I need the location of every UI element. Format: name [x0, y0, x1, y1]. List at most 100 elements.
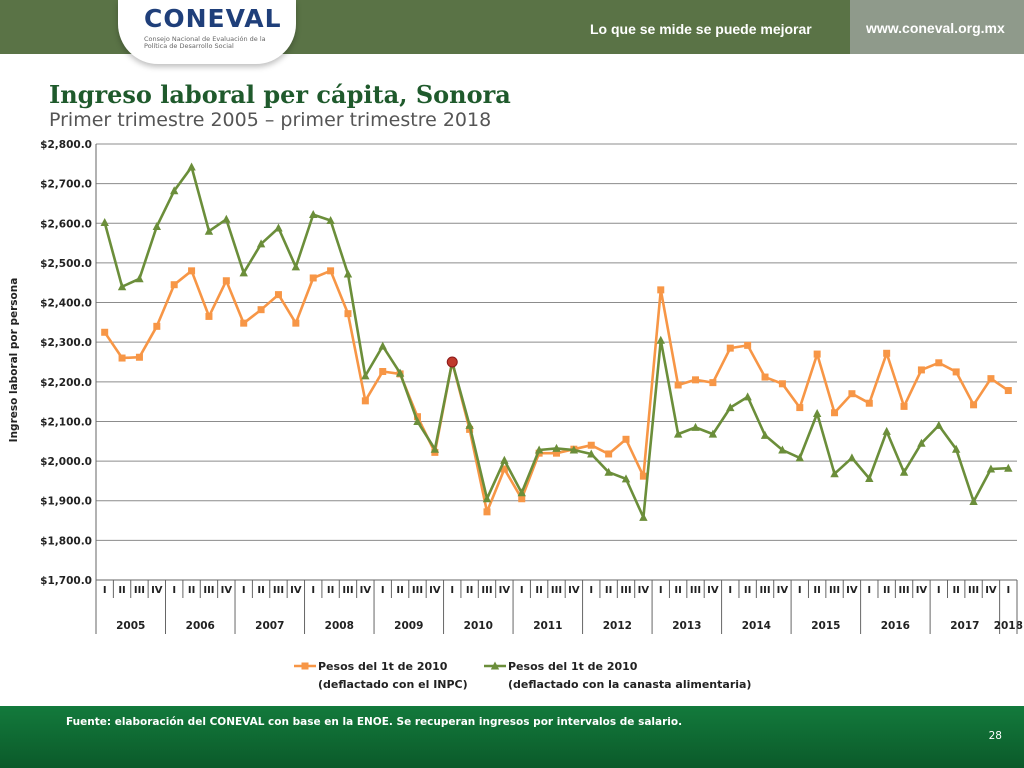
data-point	[430, 444, 440, 453]
quarter-label: I	[589, 585, 593, 596]
data-point	[744, 341, 752, 349]
year-label: 2007	[255, 620, 284, 632]
data-point	[865, 399, 873, 407]
year-label: 2014	[742, 620, 771, 632]
year-label: 2018	[994, 620, 1023, 632]
quarter-label: III	[273, 585, 284, 596]
data-point	[135, 353, 143, 361]
y-tick-label: $2,100.0	[40, 416, 92, 428]
data-point	[882, 426, 891, 435]
data-point	[378, 341, 387, 350]
quarter-label: IV	[985, 585, 997, 596]
quarter-label: I	[311, 585, 315, 596]
y-tick-label: $2,700.0	[40, 179, 92, 191]
data-point	[673, 429, 683, 438]
y-tick-label: $1,800.0	[40, 535, 92, 547]
data-point	[517, 488, 526, 497]
series-line-1	[103, 269, 1010, 514]
data-point	[240, 319, 248, 327]
data-point	[778, 380, 786, 388]
data-point	[639, 512, 648, 521]
data-point	[605, 450, 613, 458]
quarter-label: IV	[707, 585, 719, 596]
data-point	[848, 390, 856, 398]
data-point	[917, 438, 926, 447]
data-point	[934, 420, 944, 429]
data-point	[569, 445, 579, 454]
data-point	[205, 312, 213, 320]
logo[interactable]: CONEVAL Consejo Nacional de Evaluación d…	[118, 0, 296, 64]
data-point	[117, 282, 127, 291]
quarter-label: II	[813, 585, 820, 596]
y-tick-label: $2,300.0	[40, 337, 92, 349]
data-point	[952, 368, 960, 376]
y-tick-label: $2,400.0	[40, 298, 92, 310]
quarter-label: IV	[151, 585, 163, 596]
quarter-label: II	[605, 585, 612, 596]
data-point	[309, 210, 318, 219]
y-tick-label: $2,000.0	[40, 456, 92, 468]
data-point	[256, 239, 266, 248]
data-point	[239, 268, 248, 277]
data-point	[291, 262, 301, 271]
quarter-label: II	[118, 585, 125, 596]
quarter-label: I	[798, 585, 802, 596]
data-point	[812, 409, 822, 418]
data-point	[656, 335, 665, 344]
data-point	[622, 435, 630, 443]
data-point	[101, 328, 109, 336]
legend-label-detail: (deflactado con el INPC)	[318, 678, 468, 691]
y-tick-label: $2,600.0	[40, 218, 92, 230]
quarter-label: IV	[290, 585, 302, 596]
data-point	[709, 379, 717, 387]
quarter-label: III	[203, 585, 214, 596]
highlight-point	[446, 356, 458, 368]
data-point	[222, 214, 231, 223]
data-point	[951, 444, 961, 453]
url-box	[850, 0, 1024, 54]
quarter-label: IV	[846, 585, 858, 596]
data-point	[899, 467, 909, 476]
data-point	[204, 226, 214, 235]
quarter-label: I	[937, 585, 941, 596]
quarter-label: I	[103, 585, 107, 596]
data-point	[482, 494, 492, 503]
quarter-label: II	[744, 585, 751, 596]
data-point	[187, 162, 196, 171]
year-label: 2012	[603, 620, 632, 632]
data-point	[778, 445, 787, 454]
tagline: Lo que se mide se puede mejorar	[590, 21, 812, 37]
quarter-label: IV	[777, 585, 789, 596]
data-point	[831, 409, 839, 417]
data-point	[760, 430, 770, 439]
data-point	[587, 449, 596, 458]
data-point	[327, 267, 335, 275]
data-point	[935, 359, 943, 367]
data-point	[726, 403, 735, 412]
data-point	[587, 441, 595, 449]
data-point	[500, 455, 509, 464]
year-label: 2006	[186, 620, 215, 632]
year-label: 2009	[394, 620, 423, 632]
website-link[interactable]: www.coneval.org.mx	[866, 20, 1005, 36]
year-label: 2016	[881, 620, 910, 632]
data-point	[518, 495, 526, 503]
quarter-label: I	[450, 585, 454, 596]
quarter-label: II	[535, 585, 542, 596]
page-number: 28	[988, 730, 1002, 742]
data-point	[726, 344, 734, 352]
year-label: 2015	[811, 620, 840, 632]
quarter-label: II	[883, 585, 890, 596]
line-chart: $1,700.0 $1,800.0 $1,900.0 $2,000.0 $2,100.0…	[40, 139, 1023, 691]
quarter-label: IV	[916, 585, 928, 596]
y-tick-label: $2,800.0	[40, 139, 92, 151]
year-label: 2008	[325, 620, 354, 632]
data-point	[222, 277, 230, 285]
data-point	[621, 474, 631, 483]
chart-title: Ingreso laboral per cápita, Sonora	[49, 80, 511, 109]
data-point	[987, 375, 995, 383]
data-point	[795, 453, 804, 462]
quarter-label: III	[134, 585, 145, 596]
quarter-label: IV	[638, 585, 650, 596]
data-point	[830, 469, 839, 478]
